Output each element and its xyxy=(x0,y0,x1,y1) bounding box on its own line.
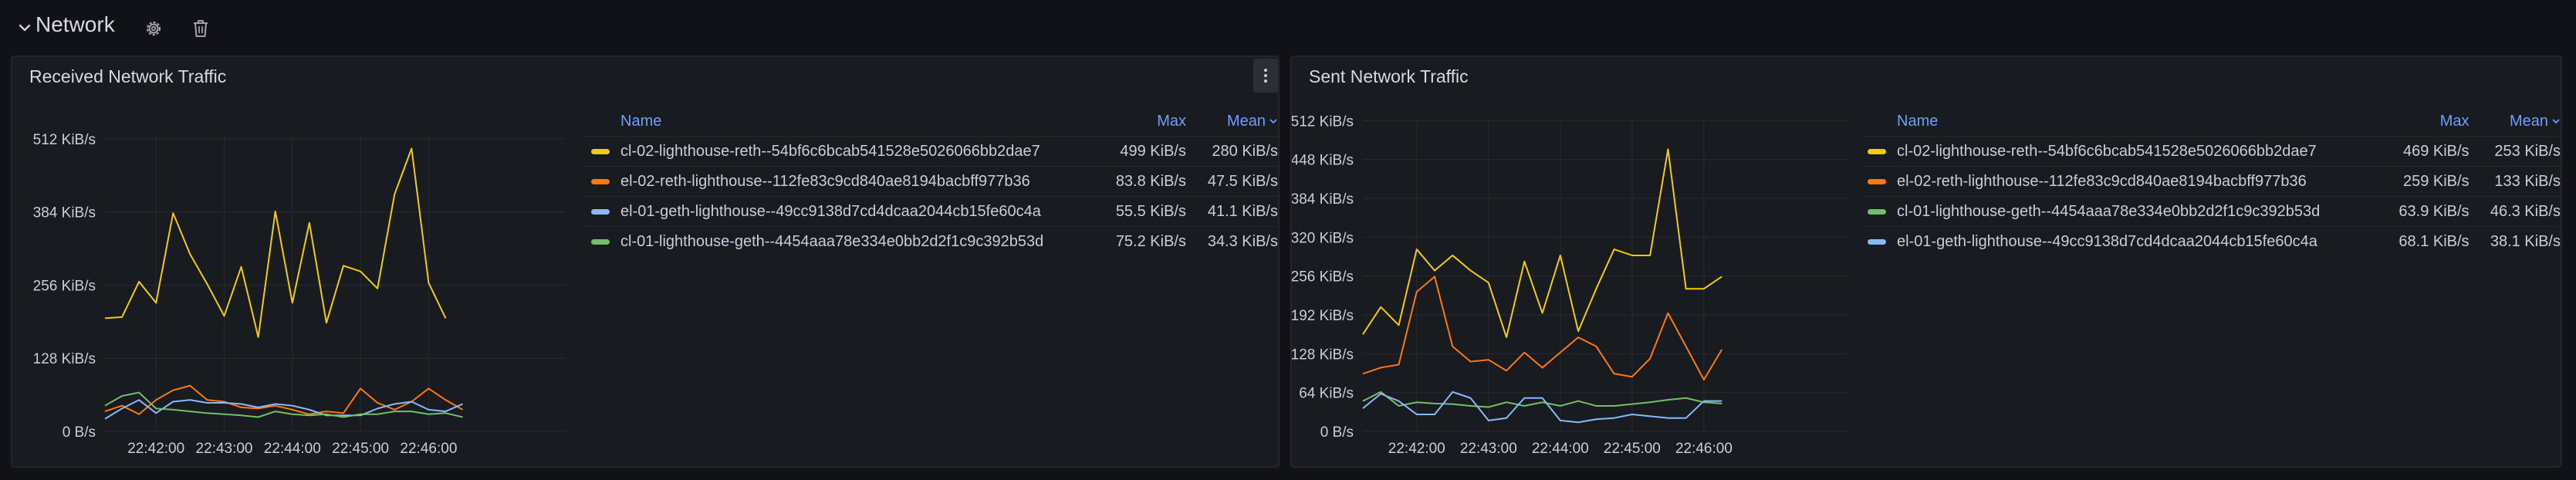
kebab-menu-icon xyxy=(1264,69,1267,83)
legend-mean-value: 38.1 KiB/s xyxy=(2469,226,2561,256)
legend-max-value: 499 KiB/s xyxy=(1100,136,1186,167)
legend-row[interactable]: cl-02-lighthouse-reth--54bf6c6bcab541528… xyxy=(583,136,1278,167)
legend-series-name: el-01-geth-lighthouse--49cc9138d7cd4dcaa… xyxy=(1897,232,2317,250)
series-swatch xyxy=(1868,179,1886,184)
series-swatch xyxy=(591,149,610,154)
legend-max-value: 75.2 KiB/s xyxy=(1100,226,1186,256)
panel-title: Received Network Traffic xyxy=(29,66,227,86)
legend-row[interactable]: cl-02-lighthouse-reth--54bf6c6bcab541528… xyxy=(1860,136,2561,167)
legend-row[interactable]: cl-01-lighthouse-geth--4454aaa78e334e0bb… xyxy=(583,226,1278,256)
sent-traffic-chart[interactable]: 0 B/s 64 KiB/s 128 KiB/s 192 KiB/s 256 KiB/s… xyxy=(1292,57,1863,469)
trash-icon[interactable] xyxy=(191,19,210,39)
legend-series-name: el-02-reth-lighthouse--112fe83c9cd840ae8… xyxy=(620,172,1030,190)
x-tick-label: 22:46:00 xyxy=(1675,441,1733,457)
y-tick-label: 384 KiB/s xyxy=(1292,191,1354,208)
y-tick-label: 256 KiB/s xyxy=(33,278,96,294)
x-tick-label: 22:42:00 xyxy=(1388,441,1445,457)
legend-header-name[interactable]: Name xyxy=(620,112,662,130)
gear-icon[interactable] xyxy=(144,19,164,39)
series-swatch xyxy=(591,239,610,245)
legend-max-value: 63.9 KiB/s xyxy=(2381,196,2470,227)
series-line xyxy=(1362,275,1723,381)
legend-series-name: cl-02-lighthouse-reth--54bf6c6bcab541528… xyxy=(1897,142,2317,160)
legend-mean-value: 253 KiB/s xyxy=(2469,136,2561,167)
legend-row[interactable]: cl-01-lighthouse-geth--4454aaa78e334e0bb… xyxy=(1860,196,2561,227)
sort-chevron-icon xyxy=(1269,119,1277,124)
legend-max-value: 83.8 KiB/s xyxy=(1100,166,1186,197)
series-swatch xyxy=(591,209,610,215)
panel-title: Sent Network Traffic xyxy=(1309,66,1469,86)
series-swatch xyxy=(1868,149,1886,154)
legend-series-name: cl-02-lighthouse-reth--54bf6c6bcab541528… xyxy=(620,142,1040,160)
series-swatch xyxy=(1868,209,1886,215)
y-tick-label: 448 KiB/s xyxy=(1292,153,1354,169)
sort-chevron-icon xyxy=(2552,119,2560,124)
series-line xyxy=(1362,148,1722,339)
legend-header-mean[interactable]: Mean xyxy=(2470,106,2561,137)
legend-max-value: 55.5 KiB/s xyxy=(1100,196,1186,227)
series-swatch xyxy=(1868,239,1886,245)
legend-mean-value: 46.3 KiB/s xyxy=(2469,196,2561,227)
x-tick-label: 22:46:00 xyxy=(400,441,457,457)
y-tick-label: 512 KiB/s xyxy=(33,132,96,148)
legend-row[interactable]: el-01-geth-lighthouse--49cc9138d7cd4dcaa… xyxy=(583,196,1278,227)
legend-mean-value: 280 KiB/s xyxy=(1185,136,1278,167)
x-tick-label: 22:45:00 xyxy=(332,441,389,457)
legend-row[interactable]: el-02-reth-lighthouse--112fe83c9cd840ae8… xyxy=(583,166,1278,197)
series-line xyxy=(104,391,463,418)
y-tick-label: 256 KiB/s xyxy=(1292,269,1354,286)
y-tick-label: 512 KiB/s xyxy=(1292,113,1354,130)
legend-max-value: 469 KiB/s xyxy=(2381,136,2470,167)
legend-max-value: 68.1 KiB/s xyxy=(2381,226,2470,256)
y-tick-label: 0 B/s xyxy=(1320,424,1354,441)
x-tick-label: 22:43:00 xyxy=(1460,441,1517,457)
y-tick-label: 384 KiB/s xyxy=(33,205,96,221)
x-tick-label: 22:45:00 xyxy=(1604,441,1661,457)
legend-mean-value: 41.1 KiB/s xyxy=(1185,196,1278,227)
row-header: Network xyxy=(0,0,2576,56)
y-tick-label: 320 KiB/s xyxy=(1292,230,1354,246)
x-tick-label: 22:44:00 xyxy=(1532,441,1589,457)
received-traffic-chart[interactable]: 0 B/s 128 KiB/s 256 KiB/s 384 KiB/s 512 KiB/… xyxy=(12,57,583,469)
legend-series-name: cl-01-lighthouse-geth--4454aaa78e334e0bb… xyxy=(1897,202,2321,220)
series-line xyxy=(104,147,447,338)
legend-header-name[interactable]: Name xyxy=(1897,112,1939,130)
legend-series-name: cl-01-lighthouse-geth--4454aaa78e334e0bb… xyxy=(620,232,1044,250)
legend-header-max[interactable]: Max xyxy=(1157,112,1186,130)
series-line xyxy=(1362,390,1722,424)
legend-series-name: el-02-reth-lighthouse--112fe83c9cd840ae8… xyxy=(1897,172,2307,190)
series-line xyxy=(1362,390,1722,408)
panel-menu-button[interactable] xyxy=(1253,59,1278,93)
x-tick-label: 22:42:00 xyxy=(127,441,184,457)
received-traffic-panel[interactable]: Received Network Traffic 0 B/s 128 KiB/s 2… xyxy=(11,56,1280,468)
y-tick-label: 64 KiB/s xyxy=(1299,386,1354,402)
series-swatch xyxy=(591,179,610,184)
x-tick-label: 22:43:00 xyxy=(196,441,253,457)
sent-traffic-legend: Name Max Mean cl-02-lighthouse-reth--54b… xyxy=(1860,106,2561,256)
series-line xyxy=(104,399,463,420)
legend-mean-value: 133 KiB/s xyxy=(2469,166,2561,197)
legend-header-mean-label: Mean xyxy=(2509,112,2548,130)
y-tick-label: 0 B/s xyxy=(63,424,96,441)
y-tick-label: 128 KiB/s xyxy=(1292,346,1354,363)
legend-mean-value: 47.5 KiB/s xyxy=(1185,166,1278,197)
legend-header-mean-label: Mean xyxy=(1226,112,1266,130)
row-title[interactable]: Network xyxy=(35,12,115,36)
x-tick-label: 22:44:00 xyxy=(264,441,321,457)
legend-header-max[interactable]: Max xyxy=(2439,112,2470,130)
received-traffic-legend: Name Max Mean cl-02-lighthouse-reth--54b… xyxy=(583,106,1278,256)
y-tick-label: 192 KiB/s xyxy=(1292,308,1354,324)
legend-max-value: 259 KiB/s xyxy=(2381,166,2470,197)
series-line xyxy=(104,384,464,415)
y-tick-label: 128 KiB/s xyxy=(33,351,96,367)
legend-row[interactable]: el-01-geth-lighthouse--49cc9138d7cd4dcaa… xyxy=(1860,226,2561,256)
sent-traffic-panel[interactable]: Sent Network Traffic 0 B/s 64 KiB/s 128 Ki… xyxy=(1290,56,2562,468)
chevron-down-icon[interactable] xyxy=(17,19,32,37)
legend-row[interactable]: el-02-reth-lighthouse--112fe83c9cd840ae8… xyxy=(1860,166,2561,197)
legend-mean-value: 34.3 KiB/s xyxy=(1185,226,1278,256)
legend-header-mean[interactable]: Mean xyxy=(1186,106,1278,137)
legend-series-name: el-01-geth-lighthouse--49cc9138d7cd4dcaa… xyxy=(620,202,1041,220)
